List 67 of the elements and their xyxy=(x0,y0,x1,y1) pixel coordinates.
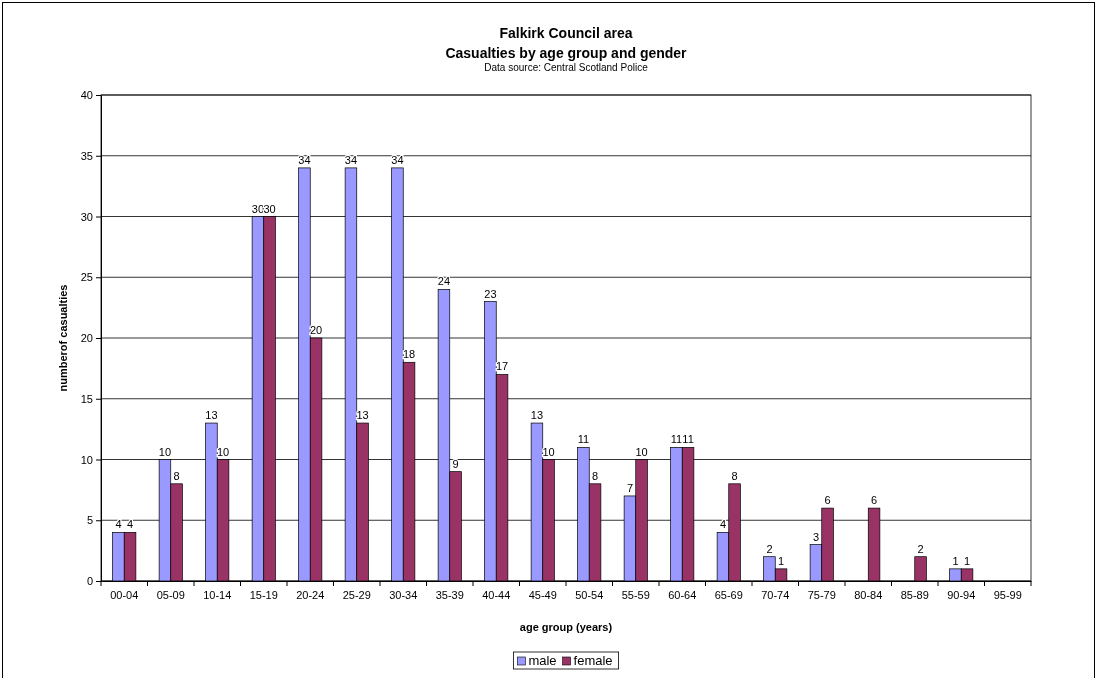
data-label: 2 xyxy=(766,542,773,555)
x-tick-label: 85-89 xyxy=(900,588,929,601)
x-tick-label: 95-99 xyxy=(993,588,1022,601)
data-label: 30 xyxy=(263,202,276,215)
data-label: 1 xyxy=(952,554,959,567)
x-tick-label: 25-29 xyxy=(342,588,371,601)
data-label: 10 xyxy=(158,445,172,458)
data-label: 2 xyxy=(917,542,924,555)
data-label: 23 xyxy=(484,287,497,300)
x-tick-label: 00-04 xyxy=(110,588,139,601)
x-tick-label: 15-19 xyxy=(249,588,278,601)
y-tick-label: 5 xyxy=(86,514,93,527)
x-tick-label: 05-09 xyxy=(156,588,185,601)
y-tick-label: 35 xyxy=(80,149,93,162)
data-label: 13 xyxy=(530,409,544,422)
data-label: 34 xyxy=(298,153,311,166)
y-tick-label: 20 xyxy=(80,332,93,345)
chart-subtitle: Casualties by age group and gender xyxy=(445,45,688,61)
y-axis-title: numberof casualties xyxy=(57,284,69,392)
x-axis-title: age group (years) xyxy=(519,621,613,633)
x-tick-label: 80-84 xyxy=(854,588,883,601)
legend-label: male xyxy=(528,653,557,668)
source-note: Data source: Central Scotland Police xyxy=(484,62,649,73)
data-label: 11 xyxy=(670,433,683,446)
data-label: 8 xyxy=(173,469,180,482)
data-label: 34 xyxy=(344,153,358,166)
x-tick-label: 20-24 xyxy=(296,588,325,601)
data-label: 3 xyxy=(812,530,819,543)
data-label: 13 xyxy=(205,409,218,422)
y-tick-label: 25 xyxy=(80,271,93,284)
y-tick-label: 30 xyxy=(80,210,93,223)
data-label: 10 xyxy=(542,445,555,458)
data-label: 34 xyxy=(391,153,404,166)
data-label: 10 xyxy=(216,445,230,458)
data-label: 6 xyxy=(824,494,831,507)
x-tick-label: 35-39 xyxy=(435,588,464,601)
x-tick-label: 90-94 xyxy=(947,588,976,601)
data-label: 17 xyxy=(495,360,509,373)
x-tick-label: 50-54 xyxy=(575,588,604,601)
data-label: 18 xyxy=(402,348,416,361)
x-tick-label: 55-59 xyxy=(621,588,650,601)
x-tick-label: 45-49 xyxy=(528,588,557,601)
data-label: 6 xyxy=(871,494,878,507)
data-label: 11 xyxy=(682,433,694,446)
x-tick-label: 60-64 xyxy=(668,588,697,601)
x-tick-label: 40-44 xyxy=(482,588,511,601)
data-label: 1 xyxy=(778,554,785,567)
y-tick-label: 40 xyxy=(80,89,93,102)
x-tick-label: 70-74 xyxy=(761,588,790,601)
data-label: 10 xyxy=(635,445,648,458)
legend-label: female xyxy=(573,653,613,668)
data-label: 8 xyxy=(592,469,599,482)
chart-title: Falkirk Council area xyxy=(499,25,633,41)
x-tick-label: 65-69 xyxy=(714,588,743,601)
data-label: 7 xyxy=(626,481,633,494)
y-tick-label: 0 xyxy=(86,575,93,588)
y-tick-label: 15 xyxy=(80,392,93,405)
data-label: 1 xyxy=(964,554,971,567)
data-label: 13 xyxy=(356,409,369,422)
x-tick-label: 30-34 xyxy=(389,588,418,601)
x-tick-label: 75-79 xyxy=(807,588,836,601)
data-label: 11 xyxy=(577,433,590,446)
data-label: 9 xyxy=(452,457,459,470)
data-label: 4 xyxy=(115,518,122,531)
y-tick-label: 10 xyxy=(80,453,93,466)
x-tick-label: 10-14 xyxy=(203,588,232,601)
data-label: 8 xyxy=(731,469,738,482)
